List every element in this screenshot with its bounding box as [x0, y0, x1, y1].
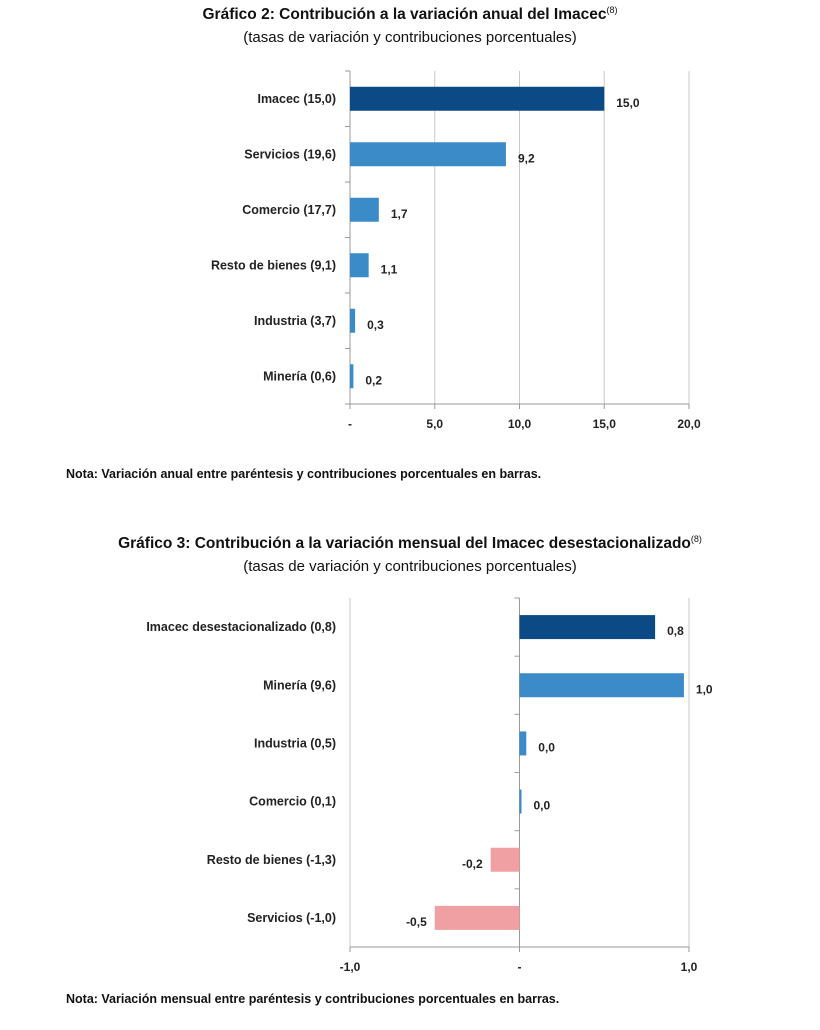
chart2-value-label: 9,2 [518, 151, 535, 165]
chart2-value-label: 0,3 [367, 318, 384, 332]
chart3-bar [519, 731, 527, 756]
chart2-category-label: Servicios (19,6) [244, 147, 336, 161]
chart3-value-label: -0,2 [462, 857, 483, 871]
chart2-subtitle: (tasas de variación y contribuciones por… [243, 29, 577, 46]
chart3-value-label: 0,0 [538, 740, 555, 754]
chart2-bar [350, 308, 356, 333]
chart2-title: Gráfico 2: Contribución a la variación a… [0, 5, 820, 24]
chart2-plot: - 5,0 10,0 15,0 20,0 Imacec (15,0) 15,0 Servici… [211, 70, 701, 431]
chart2-tick-label: 20,0 [677, 417, 701, 431]
chart3-bar [519, 789, 522, 814]
chart3-tick-label: - [518, 960, 522, 974]
chart3-tick-label: -1,0 [340, 960, 361, 974]
chart3-category-label: Resto de bienes (-1,3) [207, 853, 336, 867]
chart3-bar [434, 905, 520, 930]
chart3-title-note: (8) [690, 534, 702, 544]
chart2-title-text: Gráfico 2: Contribución a la variación a… [202, 6, 607, 24]
chart2-bar [350, 364, 354, 389]
chart3-category-label: Imacec desestacionalizado (0,8) [146, 620, 336, 634]
chart2-title-note: (8) [606, 5, 618, 15]
chart2-category-label: Comercio (17,7) [242, 203, 336, 217]
chart3-subtitle: (tasas de variación y contribuciones por… [243, 558, 577, 575]
chart2-category-label: Minería (0,6) [263, 369, 336, 383]
chart3-bar [490, 847, 520, 872]
chart3-value-label: 0,0 [534, 799, 551, 813]
chart3-title-text: Gráfico 3: Contribución a la variación m… [118, 535, 691, 553]
chart3-tick-label: 1,0 [681, 960, 698, 974]
chart2-bar [350, 86, 605, 111]
chart2-bar [350, 142, 506, 167]
chart3-category-label: Minería (9,6) [263, 678, 336, 692]
chart2-bar [350, 253, 369, 278]
chart3-note: Nota: Variación mensual entre paréntesis… [66, 992, 560, 1006]
chart3-value-label: 0,8 [667, 624, 684, 638]
chart2-bar [350, 197, 379, 222]
chart3-title: Gráfico 3: Contribución a la variación m… [0, 534, 820, 553]
chart2-value-label: 0,2 [365, 373, 382, 387]
chart3-bar [519, 673, 684, 698]
chart3-category-label: Industria (0,5) [254, 736, 336, 750]
chart2-tick-label: 5,0 [426, 417, 443, 431]
chart2-note: Nota: Variación anual entre paréntesis y… [66, 467, 542, 481]
chart3-value-label: 1,0 [696, 682, 713, 696]
chart3-category-label: Comercio (0,1) [249, 795, 336, 809]
chart2-tick-label: - [348, 417, 352, 431]
chart2-category-label: Imacec (15,0) [257, 92, 336, 106]
chart2-value-label: 1,7 [391, 207, 408, 221]
chart3-bar [519, 615, 656, 640]
chart2-category-label: Resto de bienes (9,1) [211, 258, 336, 272]
chart3-value-label: -0,5 [406, 915, 427, 929]
chart2-tick-label: 15,0 [593, 417, 617, 431]
chart2-tick-label: 10,0 [508, 417, 532, 431]
chart2-value-label: 15,0 [616, 96, 640, 110]
chart3-category-label: Servicios (-1,0) [247, 911, 336, 925]
chart2-value-label: 1,1 [381, 262, 398, 276]
chart2-category-label: Industria (3,7) [254, 314, 336, 328]
